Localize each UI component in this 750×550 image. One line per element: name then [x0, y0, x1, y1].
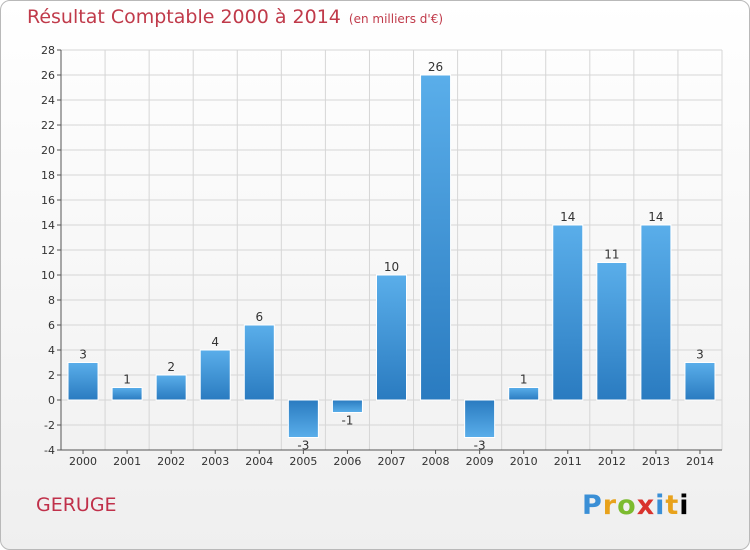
- y-tick-label: 26: [41, 69, 55, 82]
- y-tick-label: 22: [41, 119, 55, 132]
- chart-title-text: Résultat Comptable 2000 à 2014: [27, 6, 341, 28]
- x-tick-label-2001: 2001: [113, 455, 141, 468]
- chart-unit-label: (en milliers d'€): [348, 12, 444, 26]
- y-tick-label: 24: [41, 94, 55, 107]
- y-tick-label: 4: [48, 344, 55, 357]
- bar-2011: [552, 224, 584, 401]
- x-tick-label-2012: 2012: [598, 455, 626, 468]
- y-tick-label: 10: [41, 269, 55, 282]
- bar-2012: [596, 262, 628, 401]
- bar-2007: [376, 274, 407, 401]
- y-tick-label: 20: [41, 144, 55, 157]
- value-label-2005: -3: [297, 439, 309, 453]
- value-label-2001: 1: [123, 373, 131, 387]
- commune-name: GERUGE: [36, 494, 117, 516]
- bar-2005: [287, 399, 319, 438]
- value-label-2002: 2: [167, 360, 175, 374]
- y-tick-label: -4: [44, 444, 55, 457]
- x-tick-label-2007: 2007: [378, 455, 406, 468]
- bar-2008: [420, 74, 452, 401]
- bar-2014: [684, 362, 716, 401]
- x-tick-label-2003: 2003: [201, 455, 229, 468]
- bar-2003: [199, 349, 231, 401]
- bar-2009: [464, 399, 496, 438]
- value-label-2004: 6: [255, 310, 263, 324]
- value-label-2008: 26: [428, 60, 443, 74]
- x-tick-label-2011: 2011: [554, 455, 582, 468]
- value-label-2003: 4: [211, 335, 219, 349]
- bar-2010: [508, 387, 540, 401]
- y-tick-label: 0: [48, 394, 55, 407]
- x-tick-label-2002: 2002: [157, 455, 185, 468]
- y-tick-label: 8: [48, 294, 55, 307]
- y-tick-label: 28: [41, 44, 55, 57]
- y-tick-label: 18: [41, 169, 55, 182]
- proxiti-logo: Proxiti: [582, 490, 690, 521]
- x-tick-label-2009: 2009: [466, 455, 494, 468]
- y-tick-label: 6: [48, 319, 55, 332]
- value-label-2009: -3: [474, 439, 486, 453]
- bar-2002: [155, 374, 187, 401]
- x-tick-label-2006: 2006: [333, 455, 361, 468]
- x-tick-label-2004: 2004: [245, 455, 273, 468]
- value-label-2013: 14: [648, 210, 663, 224]
- x-tick-label-2013: 2013: [642, 455, 670, 468]
- y-tick-label: 2: [48, 369, 55, 382]
- bar-2001: [111, 387, 143, 401]
- y-tick-label: -2: [44, 419, 55, 432]
- y-tick-label: 16: [41, 194, 55, 207]
- x-tick-label-2005: 2005: [289, 455, 317, 468]
- value-label-2012: 11: [604, 248, 619, 262]
- bar-2006: [331, 399, 363, 413]
- value-label-2010: 1: [520, 373, 528, 387]
- value-label-2014: 3: [696, 348, 704, 362]
- y-tick-label: 14: [41, 219, 55, 232]
- y-tick-label: 12: [41, 244, 55, 257]
- x-tick-label-2014: 2014: [686, 455, 714, 468]
- x-tick-label-2010: 2010: [510, 455, 538, 468]
- value-label-2011: 14: [560, 210, 575, 224]
- value-label-2000: 3: [79, 348, 87, 362]
- bar-2004: [243, 324, 275, 401]
- x-tick-label-2000: 2000: [69, 455, 97, 468]
- bar-2013: [640, 224, 672, 401]
- value-label-2006: -1: [341, 414, 353, 428]
- chart-title: Résultat Comptable 2000 à 2014 (en millie…: [27, 6, 443, 28]
- x-tick-label-2008: 2008: [422, 455, 450, 468]
- value-label-2007: 10: [384, 260, 399, 274]
- bar-2000: [67, 362, 99, 401]
